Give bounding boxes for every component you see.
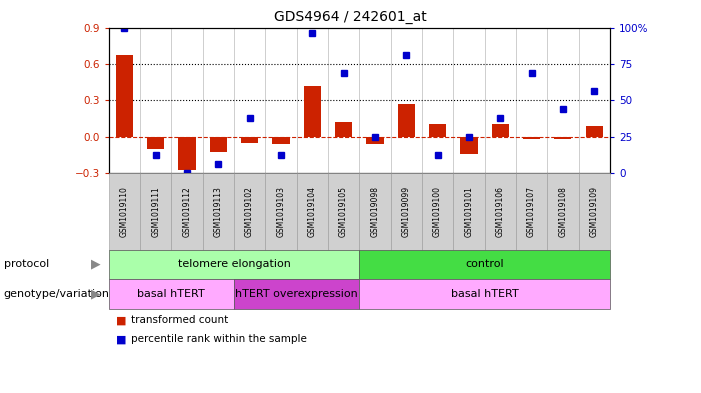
Bar — [397, 104, 415, 136]
Bar — [335, 122, 352, 136]
Text: GSM1019112: GSM1019112 — [182, 186, 191, 237]
Text: GSM1019100: GSM1019100 — [433, 186, 442, 237]
Bar — [523, 136, 540, 139]
Text: protocol: protocol — [4, 259, 49, 269]
Text: GSM1019103: GSM1019103 — [276, 186, 285, 237]
Text: ▶: ▶ — [90, 287, 100, 300]
Bar — [554, 136, 571, 139]
Text: GSM1019098: GSM1019098 — [370, 186, 379, 237]
Bar — [461, 136, 477, 154]
Bar — [429, 125, 447, 136]
Bar — [178, 136, 196, 171]
Text: ▶: ▶ — [90, 258, 100, 271]
Bar — [241, 136, 258, 143]
Text: GSM1019107: GSM1019107 — [527, 186, 536, 237]
Text: basal hTERT: basal hTERT — [137, 289, 205, 299]
Text: GSM1019099: GSM1019099 — [402, 185, 411, 237]
Text: GSM1019110: GSM1019110 — [120, 186, 129, 237]
Text: GSM1019102: GSM1019102 — [245, 186, 254, 237]
Bar — [116, 55, 133, 136]
Text: GSM1019108: GSM1019108 — [559, 186, 567, 237]
Text: hTERT overexpression: hTERT overexpression — [236, 289, 358, 299]
Bar — [367, 136, 383, 144]
Text: GSM1019113: GSM1019113 — [214, 186, 223, 237]
Bar — [272, 136, 290, 144]
Text: GDS4964 / 242601_at: GDS4964 / 242601_at — [274, 10, 427, 24]
Text: GSM1019109: GSM1019109 — [590, 186, 599, 237]
Bar — [585, 126, 603, 136]
Bar — [304, 86, 321, 136]
Text: GSM1019101: GSM1019101 — [464, 186, 473, 237]
Text: transformed count: transformed count — [131, 315, 229, 325]
Text: genotype/variation: genotype/variation — [4, 289, 109, 299]
Bar — [210, 136, 227, 152]
Text: GSM1019105: GSM1019105 — [339, 186, 348, 237]
Text: percentile rank within the sample: percentile rank within the sample — [131, 334, 307, 344]
Text: ■: ■ — [116, 334, 126, 344]
Bar — [491, 125, 509, 136]
Text: GSM1019111: GSM1019111 — [151, 186, 160, 237]
Text: ■: ■ — [116, 315, 126, 325]
Text: telomere elongation: telomere elongation — [177, 259, 290, 269]
Text: basal hTERT: basal hTERT — [451, 289, 519, 299]
Text: GSM1019106: GSM1019106 — [496, 186, 505, 237]
Text: control: control — [465, 259, 504, 269]
Text: GSM1019104: GSM1019104 — [308, 186, 317, 237]
Bar — [147, 136, 164, 149]
